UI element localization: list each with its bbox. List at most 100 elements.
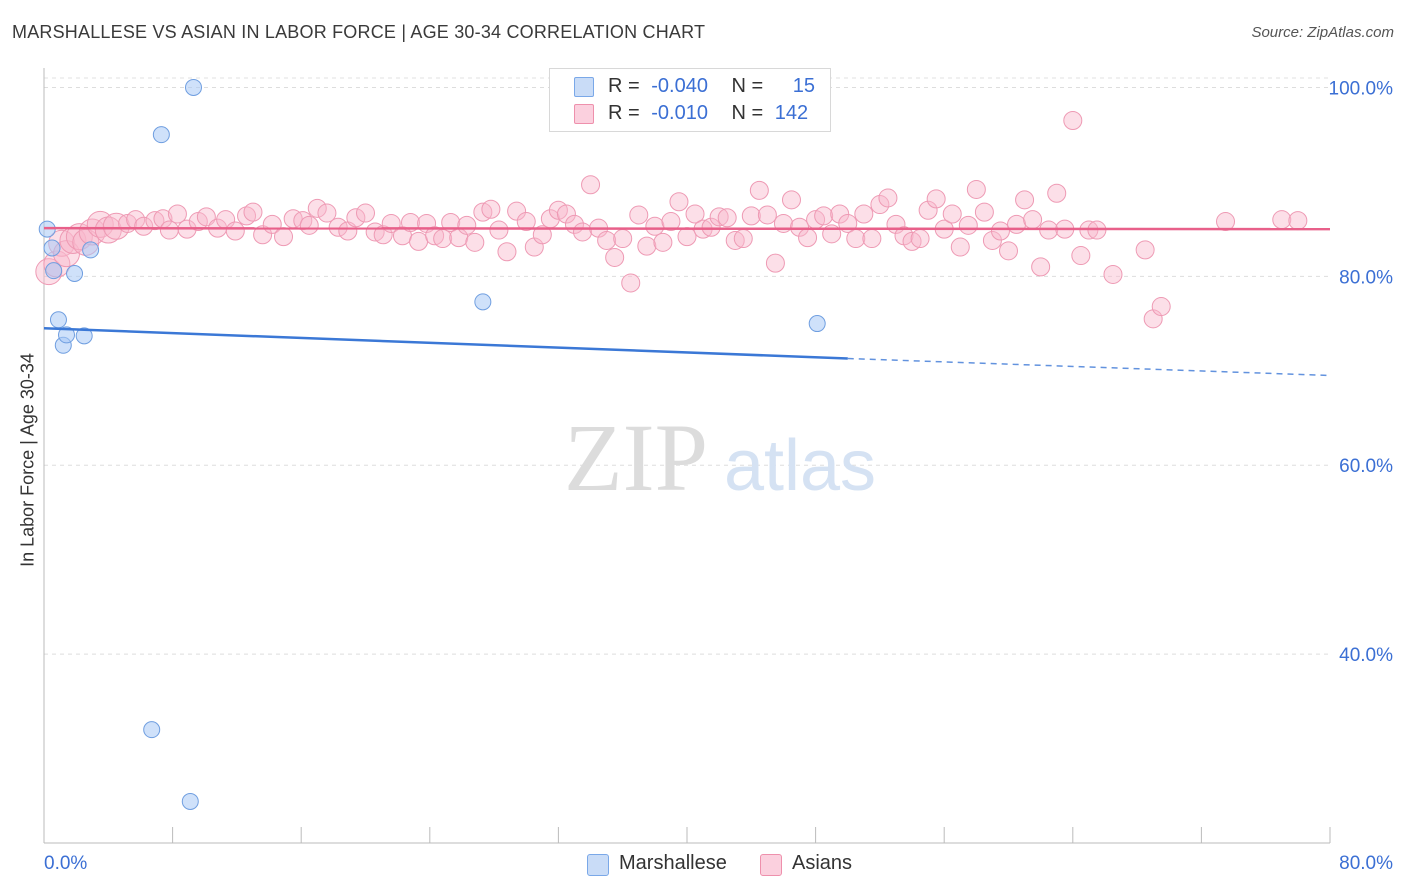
asians-point — [741, 206, 761, 226]
bottom-legend-label: Asians — [792, 852, 853, 874]
asians-point — [1288, 211, 1308, 231]
asians-point — [497, 242, 517, 262]
asians-point — [918, 200, 938, 220]
asians-point — [605, 247, 625, 267]
legend-swatch-asians — [574, 104, 594, 124]
asians-point — [159, 220, 179, 240]
asians-point — [346, 208, 366, 228]
asians-point — [1216, 212, 1236, 232]
asians-point — [274, 227, 294, 247]
legend-swatch-marshallese — [574, 77, 594, 97]
marshallese-trend-extension — [847, 357, 1331, 377]
asians-point — [653, 232, 673, 252]
legend-n-label: N = — [731, 102, 764, 124]
asians-point — [790, 217, 810, 237]
asians-point — [237, 206, 257, 226]
asians-point — [145, 211, 165, 231]
legend-r-label: R = — [608, 102, 640, 124]
asians-point — [733, 229, 753, 249]
bottom-legend-swatch-marshallese — [587, 854, 609, 876]
asians-point — [507, 201, 527, 221]
asians-point — [846, 229, 866, 249]
asians-point — [613, 229, 633, 249]
marshallese-point — [43, 239, 61, 257]
asians-point — [243, 202, 263, 222]
grid-lines — [44, 77, 1330, 655]
asians-point — [196, 207, 216, 227]
asians-point — [669, 192, 689, 212]
legend-n-value: 15 — [792, 75, 816, 97]
asians-point — [1063, 111, 1083, 130]
asians-trend-line — [43, 226, 1331, 231]
asians-point — [373, 225, 393, 245]
asians-point — [134, 216, 154, 236]
y-tick-label: 40.0% — [1339, 645, 1393, 666]
marshallese-point — [152, 126, 170, 144]
asians-point — [902, 231, 922, 251]
asians-point — [465, 232, 485, 252]
marshallese-point — [184, 78, 202, 96]
asians-point — [749, 180, 769, 200]
asians-point — [409, 231, 429, 251]
marshallese-point — [58, 326, 76, 344]
asians-point — [1151, 297, 1171, 317]
marshallese-point — [75, 327, 93, 345]
marshallese-point — [143, 721, 161, 739]
asians-point — [307, 198, 327, 218]
asians-point — [225, 221, 245, 241]
chart-title: MARSHALLESE VS ASIAN IN LABOR FORCE | AG… — [12, 22, 706, 42]
marshallese-point — [808, 315, 826, 333]
asians-point — [709, 207, 729, 227]
asians-point — [516, 212, 536, 232]
chart-source: Source: ZipAtlas.com — [1251, 24, 1394, 41]
y-tick-label: 80.0% — [1339, 267, 1393, 288]
asians-point — [425, 226, 445, 246]
asians-point — [677, 227, 697, 247]
asians-point — [974, 202, 994, 222]
asians-point — [167, 204, 187, 224]
marshallese-point — [181, 792, 199, 810]
asians-point — [878, 188, 898, 208]
tick-labels: 40.0% 60.0% 80.0% 100.0% 0.0% 80.0% — [44, 78, 1393, 874]
legend-n-value: 142 — [774, 102, 809, 124]
legend: R = -0.040 N = 15 R = -0.010 N = 142 — [549, 68, 831, 132]
asians-point — [1047, 183, 1067, 203]
asians-point — [481, 199, 501, 219]
asians-point — [814, 206, 834, 226]
asians-point — [765, 253, 785, 273]
asians-point — [910, 229, 930, 249]
asians-point — [854, 204, 874, 224]
legend-r-value: -0.040 — [651, 75, 708, 97]
y-tick-label: 100.0% — [1329, 78, 1394, 99]
asians-point — [1071, 246, 1091, 266]
asians-point — [950, 237, 970, 257]
asians-point — [433, 229, 453, 249]
asians-point — [581, 175, 601, 195]
y-axis-label: In Labor Force | Age 30-34 — [17, 353, 38, 567]
asians-point — [317, 203, 337, 223]
marshallese-point — [474, 293, 492, 311]
asians-point — [942, 204, 962, 224]
marshallese-points — [38, 78, 826, 810]
asians-point — [870, 195, 890, 215]
x-tick-label: 0.0% — [44, 853, 87, 874]
asians-point — [862, 229, 882, 249]
asians-point — [532, 225, 552, 245]
asians-point — [1007, 214, 1027, 234]
asians-point — [1103, 264, 1123, 284]
asians-point — [958, 215, 978, 235]
asians-point — [1272, 210, 1292, 230]
bottom-legend-swatch-asians — [760, 854, 782, 876]
watermark-atlas: atlas — [724, 426, 876, 506]
asians-point — [1031, 257, 1051, 277]
marshallese-point — [82, 241, 100, 259]
x-tick-label: 80.0% — [1339, 853, 1393, 874]
asians-point — [457, 215, 477, 235]
asians-point — [661, 212, 681, 232]
y-tick-label: 60.0% — [1339, 456, 1393, 477]
legend-r-value: -0.010 — [651, 102, 708, 124]
asians-point — [573, 222, 593, 242]
asians-point — [1135, 240, 1155, 260]
asians-point — [637, 236, 657, 256]
